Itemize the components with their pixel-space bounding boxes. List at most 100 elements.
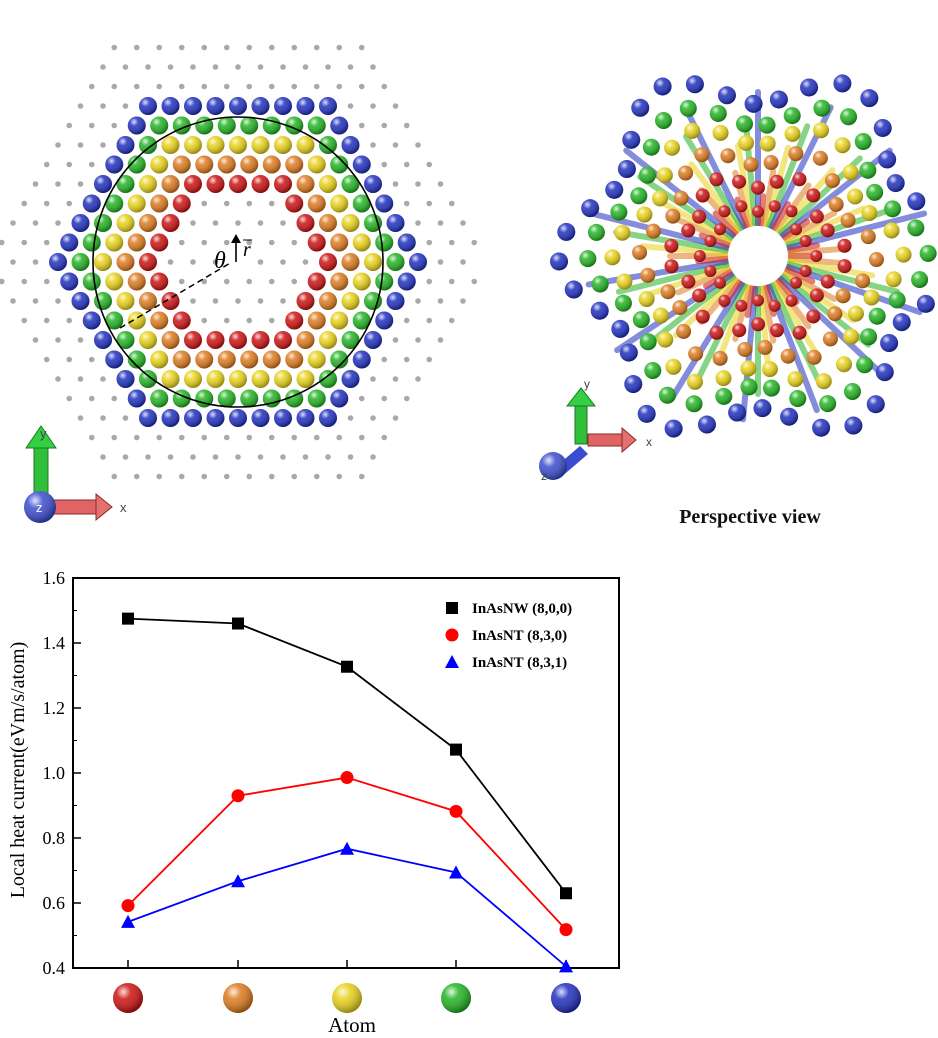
data-point-circle xyxy=(231,789,245,803)
lattice-dot xyxy=(32,337,39,343)
atom-sphere xyxy=(352,350,371,369)
atom-sphere xyxy=(397,272,416,291)
lattice-dot xyxy=(223,200,230,207)
depth-streak xyxy=(744,284,756,319)
atom-sphere xyxy=(828,196,844,212)
atom-sphere xyxy=(883,222,900,239)
lattice-dot xyxy=(111,122,118,129)
atom-sphere xyxy=(296,292,315,310)
lattice-dot xyxy=(100,64,106,70)
atom-sphere xyxy=(274,331,292,349)
lattice-dot xyxy=(43,200,50,207)
atom-sphere xyxy=(806,349,822,365)
lattice-dot xyxy=(448,317,455,324)
lattice-dot xyxy=(370,454,376,460)
atom-sphere xyxy=(738,134,755,151)
perspective-caption: Perspective view xyxy=(679,506,821,528)
depth-streak xyxy=(675,216,732,246)
atom-sphere xyxy=(642,138,660,156)
atom-sphere xyxy=(844,416,863,435)
atom-sphere xyxy=(860,229,876,245)
lattice-dot xyxy=(201,200,208,207)
lattice-dot xyxy=(77,376,84,382)
atom-sphere xyxy=(785,294,798,307)
depth-streak xyxy=(777,275,883,375)
atom-sphere xyxy=(644,362,662,380)
atom-sphere xyxy=(812,418,831,437)
legend-marker-square xyxy=(446,602,458,614)
lattice-dot xyxy=(358,395,365,402)
lattice-dot xyxy=(460,298,466,304)
lattice-dot xyxy=(43,161,50,168)
lattice-dot xyxy=(313,83,320,90)
y-tick-label: 1.2 xyxy=(43,698,66,718)
atom-sphere xyxy=(127,311,146,330)
atom-sphere xyxy=(624,375,643,394)
lattice-dot xyxy=(370,142,376,148)
lattice-dot xyxy=(437,259,444,265)
depth-streak xyxy=(775,167,836,235)
lattice-dot xyxy=(133,83,140,90)
lattice-dot xyxy=(111,395,118,402)
atom-sphere xyxy=(652,307,669,324)
atom-sphere xyxy=(820,223,835,238)
atom-sphere xyxy=(262,155,281,174)
atom-sphere xyxy=(653,77,672,96)
lattice-dot xyxy=(0,278,5,285)
atom-sphere xyxy=(307,194,326,213)
atom-sphere xyxy=(837,238,852,253)
atom-sphere xyxy=(330,194,349,213)
y-tick-label: 1.4 xyxy=(43,633,66,653)
atom-sphere xyxy=(632,311,650,329)
lattice-dot xyxy=(302,259,309,265)
atom-sphere xyxy=(789,223,802,236)
lattice-dot xyxy=(381,395,388,402)
atom-sphere xyxy=(834,137,851,154)
atom-sphere xyxy=(386,214,405,232)
atom-sphere xyxy=(789,390,807,408)
atom-sphere xyxy=(307,389,326,408)
data-point-triangle xyxy=(340,841,354,855)
atom-sphere xyxy=(813,99,831,117)
y-tick-label: 1.0 xyxy=(43,763,66,783)
lattice-dot xyxy=(302,64,309,70)
atom-sphere xyxy=(139,331,157,349)
lattice-dot xyxy=(280,298,286,304)
lattice-dot xyxy=(347,103,354,109)
lattice-dot xyxy=(437,337,444,343)
lattice-dot xyxy=(347,64,354,70)
atom-sphere xyxy=(195,155,214,174)
atom-sphere xyxy=(743,157,759,173)
atom-sphere xyxy=(296,97,315,115)
lattice-dot xyxy=(66,317,73,324)
atom-sphere xyxy=(895,246,912,263)
atom-sphere xyxy=(812,150,828,166)
lattice-dot xyxy=(257,220,264,226)
lattice-dot xyxy=(268,83,275,90)
atom-sphere xyxy=(341,370,360,388)
perspective-panel: y x z xyxy=(539,74,937,483)
atom-sphere xyxy=(229,370,247,388)
lattice-dot xyxy=(88,434,95,441)
axis-z-label-cross: z xyxy=(36,500,43,515)
atom-sphere xyxy=(692,288,707,303)
x-axis-ticks xyxy=(127,960,567,968)
atom-sphere xyxy=(681,274,696,289)
atom-sphere xyxy=(735,299,748,312)
atom-sphere xyxy=(886,174,905,193)
legend-entry-label: InAsNT (8,3,0) xyxy=(472,628,567,644)
lattice-dot xyxy=(415,376,421,382)
atom-sphere xyxy=(564,280,583,299)
lattice-dot xyxy=(133,473,140,480)
lattice-dot xyxy=(336,83,343,90)
lattice-dot xyxy=(156,434,163,441)
atom-sphere xyxy=(806,188,821,203)
atom-sphere xyxy=(307,272,326,291)
atom-sphere xyxy=(665,358,682,375)
atom-sphere xyxy=(840,212,856,228)
atom-sphere xyxy=(638,166,656,184)
atom-sphere xyxy=(49,253,67,271)
atom-sphere xyxy=(892,313,911,332)
atom-sphere xyxy=(105,311,124,330)
atom-sphere xyxy=(714,276,727,289)
